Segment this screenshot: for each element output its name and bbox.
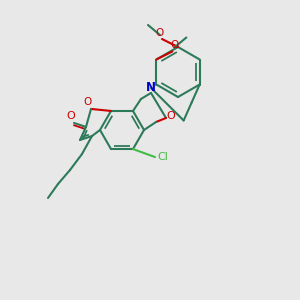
- Text: O: O: [67, 111, 75, 121]
- Text: O: O: [170, 40, 178, 50]
- Text: N: N: [146, 81, 156, 94]
- Text: O: O: [84, 97, 92, 107]
- Text: O: O: [167, 111, 176, 121]
- Text: O: O: [156, 28, 164, 38]
- Text: Cl: Cl: [158, 152, 168, 162]
